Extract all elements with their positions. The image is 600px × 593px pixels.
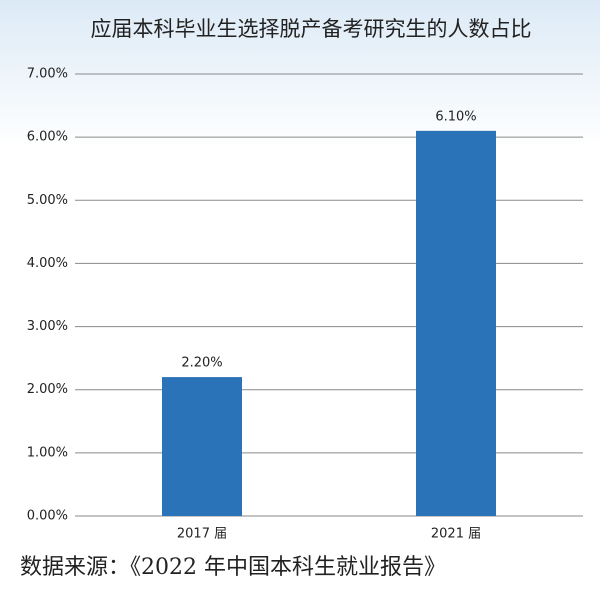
y-tick-label: 3.00% [27,319,68,334]
bar [162,377,242,516]
y-tick-label: 6.00% [27,130,68,145]
bar [416,130,496,517]
data-label: 6.10% [435,109,476,124]
y-tick-label: 1.00% [27,445,68,460]
y-tick-label: 4.00% [27,256,68,271]
y-tick-label: 7.00% [27,67,68,82]
y-tick-label: 5.00% [27,193,68,208]
x-tick-label: 2017 届 [177,527,227,542]
chart-title: 应届本科毕业生选择脱产备考研究生的人数占比 [91,17,532,41]
x-tick-label: 2021 届 [431,527,481,542]
y-tick-label: 2.00% [27,382,68,397]
y-tick-label: 0.00% [27,509,68,524]
source-note: 数据来源：《2022 年中国本科生就业报告》 [20,555,446,580]
data-label: 2.20% [181,356,222,371]
